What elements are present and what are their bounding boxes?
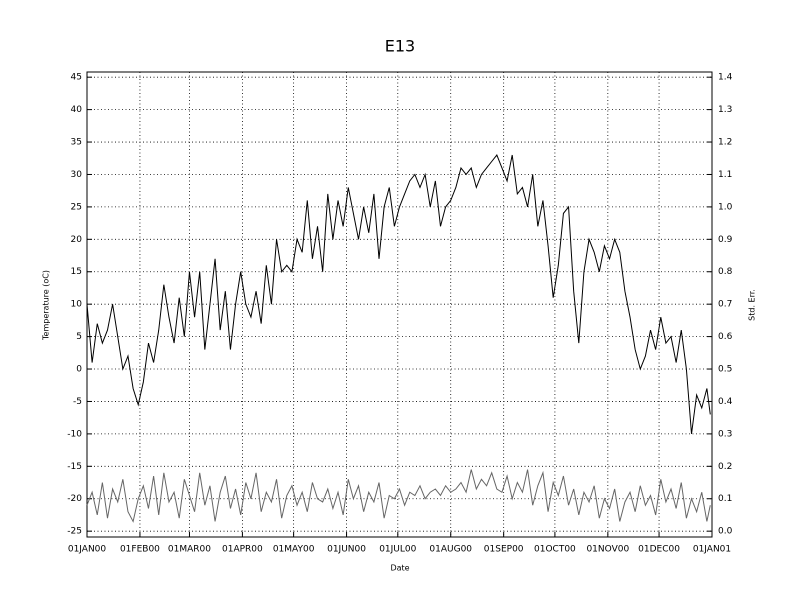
y-tick-label: 40 [71, 105, 83, 115]
y2-tick-label: 0.6 [718, 332, 733, 342]
x-tick-label: 01OCT00 [534, 545, 576, 555]
y-tick-label: 30 [71, 170, 83, 180]
y2-tick-label: 1.3 [718, 105, 732, 115]
y-axis-label: Temperature (oC) [42, 270, 51, 341]
x-tick-label: 01DEC00 [638, 545, 680, 555]
y-tick-label: -5 [73, 397, 82, 407]
x-tick-label: 01JUN00 [327, 545, 366, 555]
chart-title: E13 [385, 37, 415, 56]
y2-tick-label: 0.1 [718, 494, 732, 504]
x-tick-label: 01JUL00 [379, 545, 416, 555]
y-tick-label: -25 [67, 527, 82, 537]
x-tick-label: 01JAN01 [693, 545, 731, 555]
y2-tick-label: 0.8 [718, 267, 733, 277]
y-tick-label: -15 [67, 462, 82, 472]
y2-tick-label: 1.2 [718, 138, 732, 148]
y-tick-label: 20 [71, 235, 83, 245]
y2-tick-label: 1.0 [718, 202, 733, 212]
y-tick-label: -10 [67, 429, 82, 439]
data-line [86, 469, 711, 523]
y-tick-label: 15 [71, 267, 82, 277]
y2-tick-label: 0.5 [718, 365, 732, 375]
y-tick-label: 0 [76, 365, 82, 375]
y-tick-label: 45 [71, 73, 82, 83]
x-tick-label: 01AUG00 [429, 545, 472, 555]
x-tick-label: 01NOV00 [586, 545, 629, 555]
y-tick-label: 35 [71, 138, 82, 148]
data-line [86, 154, 711, 434]
x-tick-label: 01MAY00 [273, 545, 315, 555]
y-tick-label: -20 [67, 494, 82, 504]
x-tick-label: 01SEP00 [484, 545, 524, 555]
y-tick-label: 25 [71, 202, 82, 212]
y2-tick-label: 0.2 [718, 462, 732, 472]
y2-tick-label: 0.7 [718, 300, 732, 310]
y2-tick-label: 1.4 [718, 73, 733, 83]
y2-tick-label: 0.4 [718, 397, 733, 407]
x-tick-label: 01APR00 [222, 545, 263, 555]
x-tick-label: 01JAN00 [68, 545, 107, 555]
y2-tick-label: 0.0 [718, 527, 733, 537]
y2-axis-label: Std. Err. [748, 289, 757, 321]
y-tick-label: 10 [71, 300, 83, 310]
x-tick-label: 01MAR00 [168, 545, 211, 555]
x-tick-label: 01FEB00 [120, 545, 160, 555]
y-tick-label: 5 [76, 332, 82, 342]
y2-tick-label: 0.9 [718, 235, 733, 245]
y2-tick-label: 0.3 [718, 429, 732, 439]
x-axis-label: Date [390, 564, 409, 573]
y2-tick-label: 1.1 [718, 170, 732, 180]
